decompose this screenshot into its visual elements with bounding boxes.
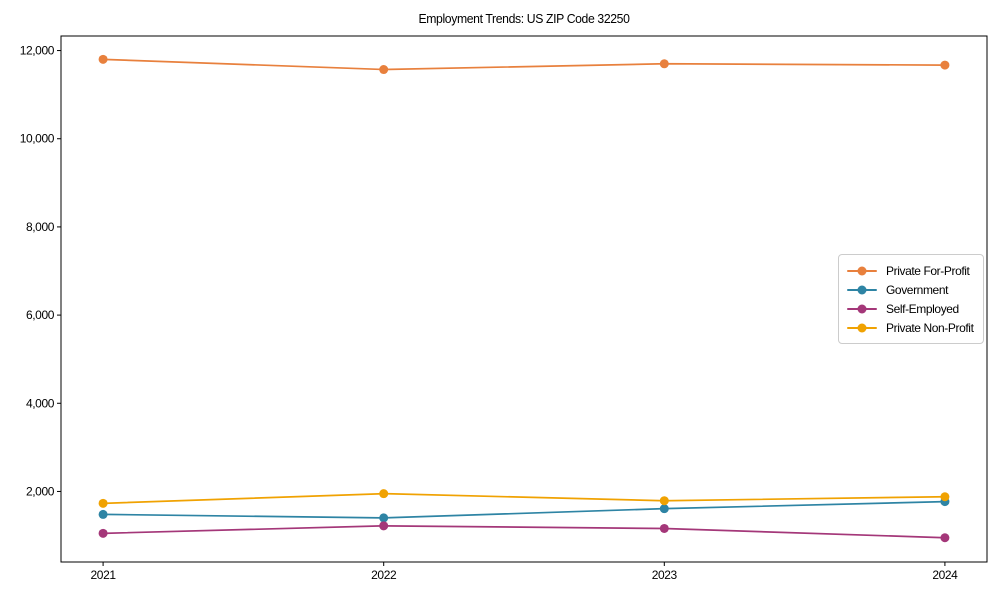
data-point-private-for-profit — [379, 65, 389, 75]
series-line-private-non-profit — [103, 492, 945, 505]
dot-marker-icon — [857, 285, 867, 294]
legend-item-private-non-profit: Private Non-Profit — [847, 318, 974, 337]
data-point-self-employed — [379, 521, 389, 531]
data-point-private-non-profit — [379, 489, 389, 499]
data-point-private-non-profit — [940, 492, 950, 502]
y-axis-tick-label: 12,000 — [20, 44, 55, 58]
legend-item-self-employed: Self-Employed — [847, 299, 974, 318]
x-axis-tick-label: 2024 — [932, 568, 958, 582]
legend-label: Government — [886, 282, 949, 297]
line-marker-icon — [847, 266, 877, 275]
data-point-private-for-profit — [659, 59, 669, 69]
y-axis-tick-label: 6,000 — [26, 308, 55, 322]
y-axis-tick-label: 8,000 — [26, 220, 55, 234]
series-line-self-employed — [103, 524, 945, 539]
legend-item-private-for-profit: Private For-Profit — [847, 261, 974, 280]
data-point-private-non-profit — [659, 496, 669, 506]
dot-marker-icon — [857, 266, 867, 275]
line-marker-icon — [847, 323, 877, 332]
y-axis-tick-label: 4,000 — [26, 396, 55, 410]
data-point-government — [659, 504, 669, 514]
data-point-self-employed — [659, 523, 669, 533]
legend-label: Self-Employed — [886, 301, 959, 316]
y-axis-tick-label: 10,000 — [20, 132, 55, 146]
data-point-government — [379, 513, 389, 523]
data-point-self-employed — [940, 533, 950, 543]
dot-marker-icon — [857, 323, 867, 332]
legend-label: Private Non-Profit — [886, 320, 974, 335]
data-point-private-non-profit — [98, 498, 108, 508]
series-line-private-for-profit — [103, 58, 945, 71]
plot-frame — [60, 35, 988, 563]
x-axis-tick-label: 2022 — [371, 568, 397, 582]
legend-label: Private For-Profit — [886, 263, 970, 278]
data-point-private-for-profit — [940, 60, 950, 70]
chart-title: Employment Trends: US ZIP Code 32250 — [418, 11, 630, 26]
data-point-private-for-profit — [98, 54, 108, 64]
legend-item-government: Government — [847, 280, 974, 299]
legend: Private For-Profit Government Self-Emplo… — [838, 254, 984, 344]
data-point-government — [98, 509, 108, 519]
x-axis-tick-label: 2021 — [91, 568, 117, 582]
dot-marker-icon — [857, 304, 867, 313]
series-line-government — [103, 500, 945, 519]
line-marker-icon — [847, 285, 877, 294]
y-axis-tick-label: 2,000 — [26, 484, 55, 498]
x-axis-tick-label: 2023 — [652, 568, 678, 582]
data-point-self-employed — [98, 528, 108, 538]
line-marker-icon — [847, 304, 877, 313]
